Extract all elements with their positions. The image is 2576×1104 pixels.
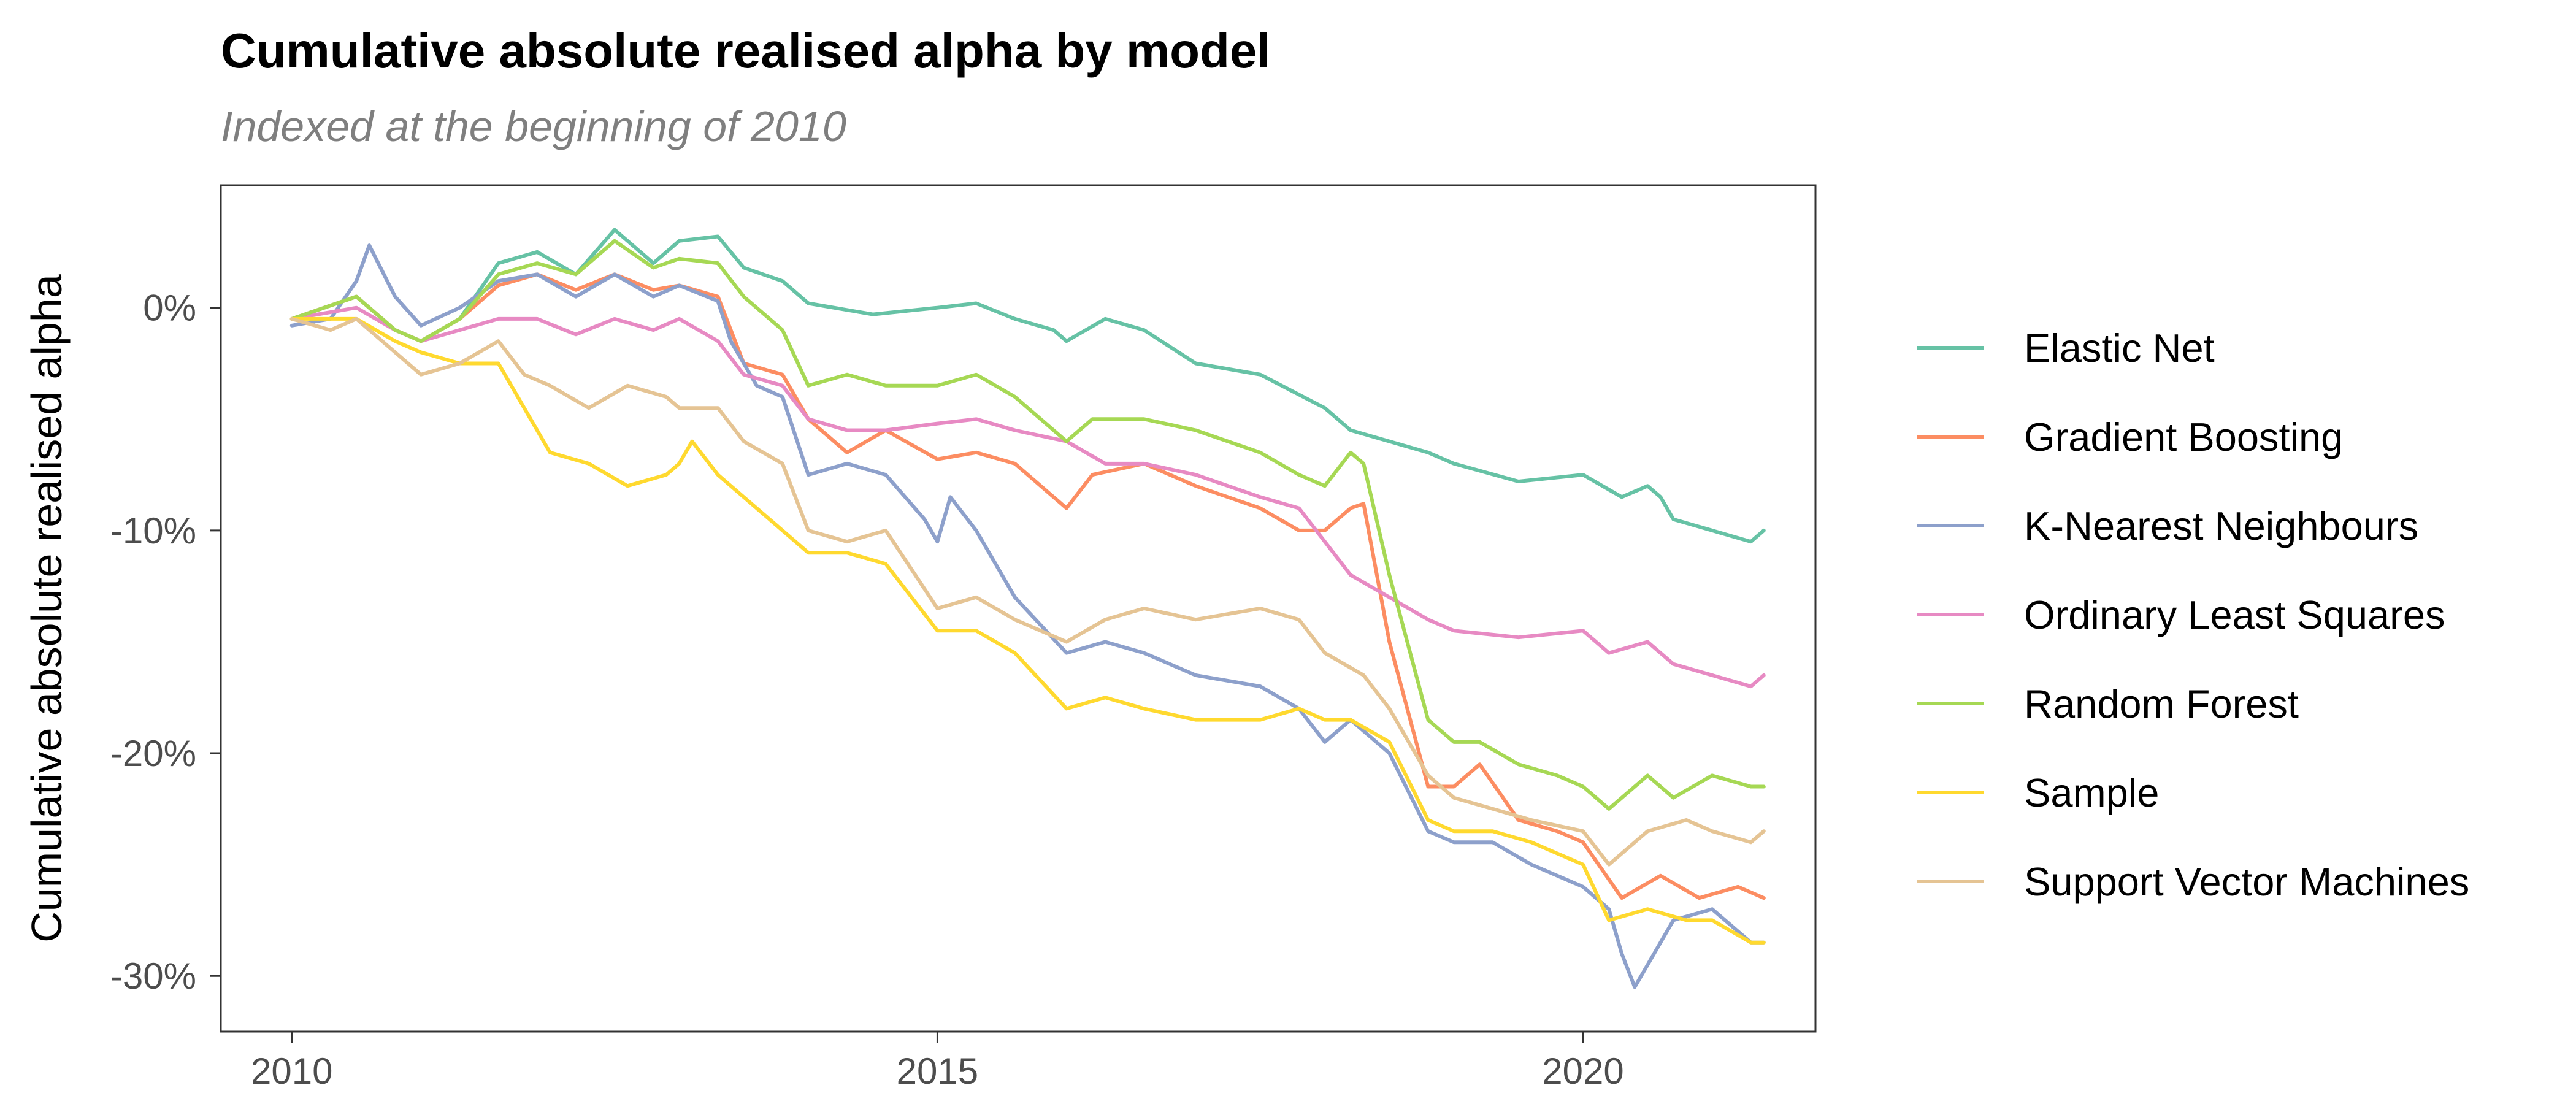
legend: Elastic Net Gradient Boosting K-Nearest Ne… [1917,326,2469,904]
series-line-5 [289,316,1766,945]
chart-title: Cumulative absolute realised alpha by mo… [221,23,1271,78]
legend-label-1: Gradient Boosting [2024,415,2343,459]
series-line-6 [289,316,1766,867]
chart-subtitle: Indexed at the beginning of 2010 [221,102,846,150]
x-tick-label: 2010 [251,1051,332,1092]
series-line-1 [289,272,1766,900]
plot-border [220,184,1817,1033]
legend-label-0: Elastic Net [2024,326,2215,370]
legend-label-4: Random Forest [2024,681,2299,726]
plot-background [221,185,1815,1032]
x-tick-label: 2015 [897,1051,978,1092]
y-tick-label: -30% [110,956,196,997]
y-tick-label: -10% [110,510,196,551]
series-line-2 [289,243,1766,989]
legend-label-6: Support Vector Machines [2024,859,2469,904]
legend-label-2: K-Nearest Neighbours [2024,504,2418,548]
legend-label-5: Sample [2024,770,2159,815]
x-tick-label: 2020 [1542,1051,1623,1092]
series-line-4 [289,239,1766,811]
y-axis-label: Cumulative absolute realised alpha [23,274,71,943]
axis-layer: 2010 2015 2020 0% -10% -20% -30% [110,288,1624,1092]
y-tick-label: -20% [110,733,196,774]
series-line-3 [289,305,1766,689]
legend-label-3: Ordinary Least Squares [2024,592,2445,637]
series-layer [289,228,1766,989]
y-tick-label: 0% [143,288,196,329]
series-line-0 [289,228,1766,544]
